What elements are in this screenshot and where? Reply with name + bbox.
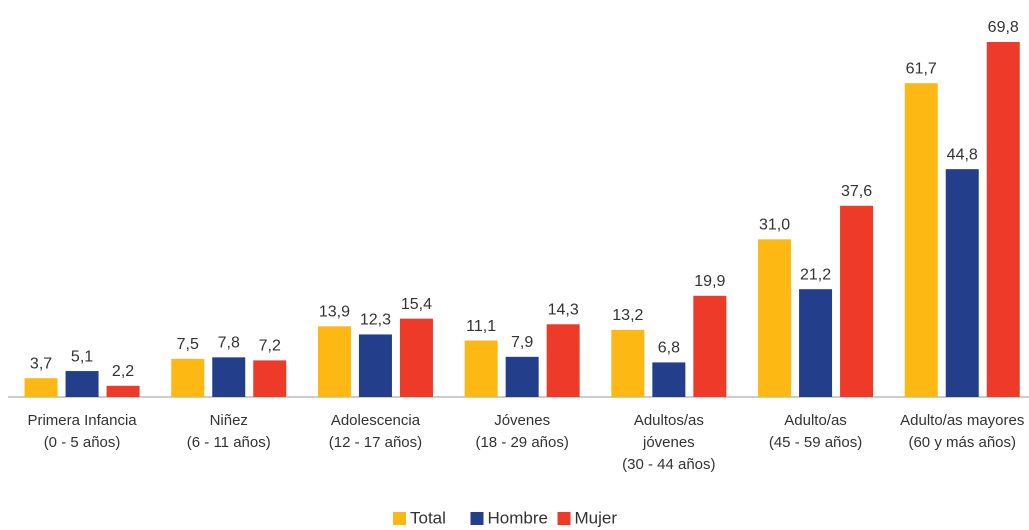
legend-swatch (393, 512, 406, 525)
legend-swatch (470, 512, 484, 525)
data-label: 19,9 (694, 273, 725, 290)
x-tick-label: (12 - 17 años) (329, 434, 422, 451)
bar (840, 205, 874, 397)
bar (358, 334, 392, 397)
bar (399, 318, 433, 397)
x-tick-label: (60 y más años) (908, 434, 1016, 451)
data-label: 2,2 (112, 363, 134, 380)
data-label: 12,3 (360, 312, 391, 329)
data-label: 37,6 (841, 183, 872, 200)
legend-label: Total (410, 508, 446, 527)
data-label: 15,4 (401, 296, 432, 313)
bar (945, 169, 979, 397)
data-label: 13,9 (319, 304, 350, 321)
x-tick-label: Adultos/as (634, 412, 704, 429)
data-label: 6,8 (658, 340, 680, 357)
bar (652, 362, 686, 397)
data-label: 31,0 (759, 217, 790, 234)
bar (464, 340, 498, 397)
bar (611, 329, 645, 397)
data-label: 11,1 (466, 318, 496, 335)
bar (758, 239, 792, 397)
data-label: 44,8 (947, 146, 978, 163)
data-label: 3,7 (30, 355, 52, 372)
bar (505, 356, 539, 397)
x-tick-label: Niñez (210, 412, 248, 429)
bar (986, 42, 1020, 397)
bar (799, 289, 833, 397)
x-tick-label: Adulto/as mayores (900, 412, 1024, 429)
bar (693, 295, 727, 397)
bar (106, 385, 140, 397)
legend-swatch (557, 512, 571, 525)
x-tick-label: (45 - 59 años) (769, 434, 862, 451)
bar (317, 326, 351, 397)
data-label: 7,2 (259, 338, 281, 355)
data-label: 21,2 (800, 266, 831, 283)
data-label: 7,8 (218, 335, 240, 352)
data-label: 13,2 (612, 307, 643, 324)
data-label: 61,7 (906, 60, 937, 77)
bar (24, 378, 58, 397)
x-tick-label: Primera Infancia (27, 412, 137, 429)
bar (904, 83, 938, 397)
data-label: 7,9 (511, 334, 533, 351)
x-tick-label: Jóvenes (494, 412, 550, 429)
legend-label: Mujer (575, 508, 618, 527)
x-tick-label: Adulto/as (784, 412, 847, 429)
x-tick-label: (18 - 29 años) (475, 434, 568, 451)
x-tick-label: Adolescencia (331, 412, 421, 429)
bar (171, 358, 205, 397)
legend-label: Hombre (488, 508, 548, 527)
x-tick-label: (30 - 44 años) (622, 456, 715, 473)
data-label: 5,1 (71, 348, 93, 365)
x-tick-label: (0 - 5 años) (44, 434, 121, 451)
x-tick-label: jóvenes (642, 434, 695, 451)
data-label: 7,5 (177, 336, 199, 353)
bar (546, 324, 580, 397)
bar (212, 357, 246, 397)
data-label: 69,8 (988, 19, 1019, 36)
bar (253, 360, 287, 397)
data-label: 14,3 (548, 301, 579, 318)
bar (65, 371, 99, 397)
x-tick-label: (6 - 11 años) (187, 434, 271, 451)
